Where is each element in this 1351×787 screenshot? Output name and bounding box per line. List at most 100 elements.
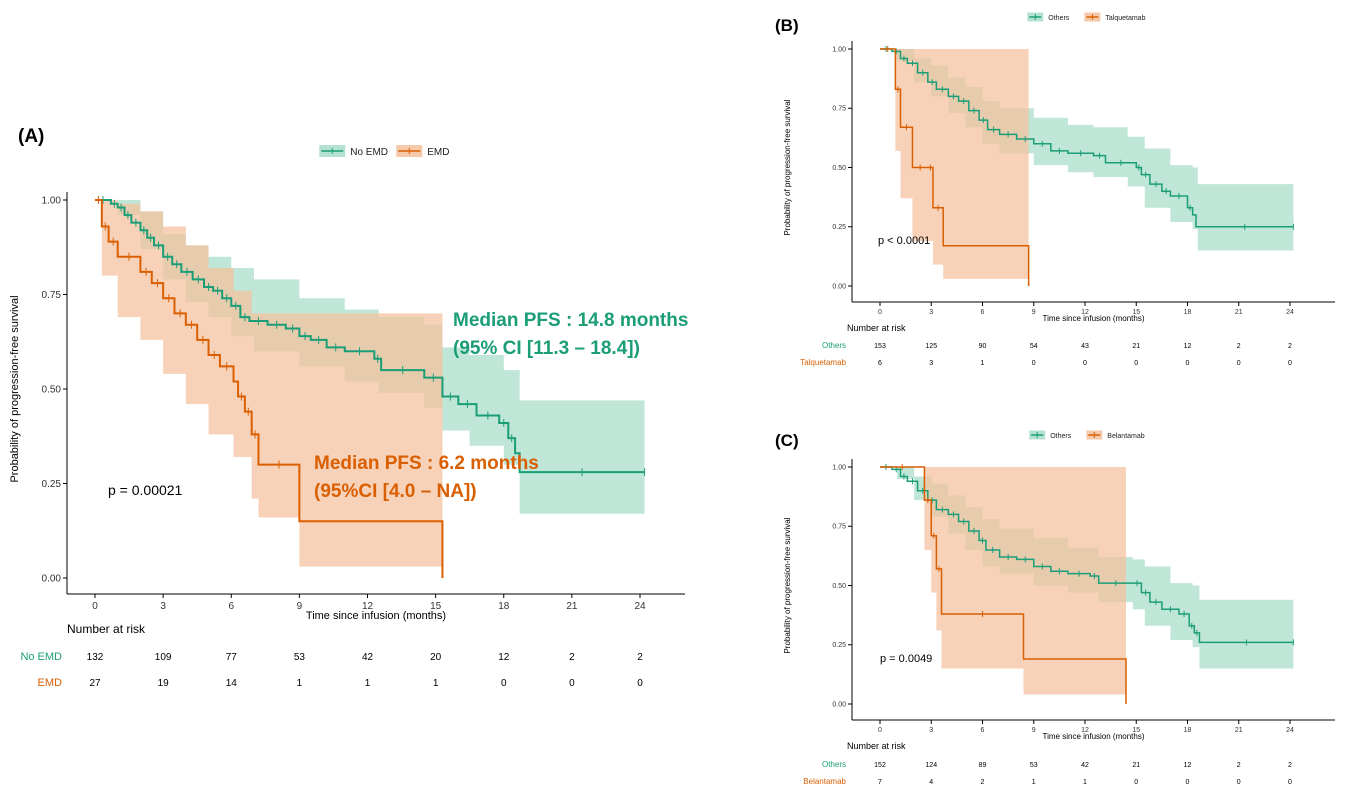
km-curve-belantamab (880, 466, 1127, 704)
risk-table-title: Number at risk (847, 323, 906, 333)
risk-count: 0 (1083, 360, 1087, 367)
km-curve-emd (95, 199, 444, 578)
risk-count: 153 (874, 343, 886, 350)
x-axis-label: Time since infusion (months) (1043, 732, 1145, 741)
risk-row-label: No EMD (20, 651, 62, 663)
y-tick-label: 0.00 (832, 283, 846, 290)
risk-count: 0 (1032, 360, 1036, 367)
risk-count: 2 (1237, 343, 1241, 350)
risk-count: 19 (158, 678, 170, 689)
ci-band-belantamab (880, 467, 1126, 695)
risk-count: 125 (925, 343, 937, 350)
y-tick-label: 0.25 (42, 479, 62, 490)
risk-count: 0 (1288, 360, 1292, 367)
y-tick-label: 0.00 (42, 574, 62, 585)
x-tick-label: 9 (1032, 727, 1036, 734)
risk-count: 53 (1030, 762, 1038, 769)
risk-count: 12 (498, 652, 510, 663)
x-tick-label: 0 (92, 601, 98, 612)
x-tick-label: 3 (929, 727, 933, 734)
x-tick-label: 15 (430, 601, 442, 612)
km-curve-no-emd (95, 199, 645, 474)
median-annotation: Median PFS : 6.2 months (314, 453, 539, 474)
risk-count: 12 (1184, 762, 1192, 769)
y-tick-label: 0.75 (832, 524, 846, 531)
x-tick-label: 21 (1235, 309, 1243, 316)
x-tick-label: 24 (1286, 309, 1294, 316)
risk-count: 0 (1237, 779, 1241, 786)
risk-count: 124 (925, 762, 937, 769)
x-tick-label: 24 (1286, 727, 1294, 734)
risk-row-label: Talquetamab (800, 358, 846, 367)
y-axis-label: Probability of progression-free survival (783, 517, 792, 653)
panel-c: (C) 0.000.250.500.751.000 3 6 9 12 15 18 21 24Ti… (775, 430, 1335, 786)
x-tick-label: 12 (362, 601, 374, 612)
risk-count: 2 (1288, 762, 1292, 769)
risk-count: 0 (1186, 360, 1190, 367)
risk-count: 0 (1134, 360, 1138, 367)
risk-count: 0 (1134, 779, 1138, 786)
risk-count: 1 (433, 678, 439, 689)
risk-count: 42 (362, 652, 374, 663)
risk-count: 53 (294, 652, 306, 663)
panel-b: (B) 0.000.250.500.751.000 3 6 9 12 15 18 21 24Ti… (775, 12, 1335, 367)
risk-count: 4 (929, 779, 933, 786)
panel-a-label: (A) (18, 126, 44, 147)
x-tick-label: 12 (1081, 727, 1089, 734)
y-tick-label: 1.00 (832, 46, 846, 53)
x-tick-label: 18 (1184, 309, 1192, 316)
y-tick-label: 1.00 (832, 464, 846, 471)
risk-count: 132 (87, 652, 104, 663)
risk-count: 2 (637, 652, 643, 663)
risk-count: 20 (430, 652, 442, 663)
x-tick-label: 12 (1081, 309, 1089, 316)
risk-count: 90 (979, 343, 987, 350)
x-tick-label: 3 (929, 309, 933, 316)
y-tick-label: 0.00 (832, 701, 846, 708)
ci-band-emd (95, 200, 443, 567)
x-tick-label: 24 (634, 601, 646, 612)
ci-band-others (880, 49, 1294, 251)
risk-count: 89 (979, 762, 987, 769)
y-tick-label: 0.25 (832, 224, 846, 231)
y-tick-label: 0.25 (832, 642, 846, 649)
risk-count: 0 (569, 678, 575, 689)
risk-count: 27 (89, 678, 101, 689)
legend-label-belantamab: Belantamab (1107, 433, 1144, 440)
risk-count: 109 (155, 652, 172, 663)
panel-c-label: (C) (775, 431, 799, 450)
risk-count: 12 (1184, 343, 1192, 350)
x-tick-label: 6 (228, 601, 234, 612)
risk-count: 0 (1186, 779, 1190, 786)
p-value: p = 0.0049 (880, 653, 932, 665)
x-tick-label: 0 (878, 309, 882, 316)
risk-count: 2 (1237, 762, 1241, 769)
risk-row-label: Belantamab (803, 777, 846, 786)
legend-label-others: Others (1050, 433, 1072, 440)
y-tick-label: 0.75 (42, 290, 62, 301)
legend-label-talquetamab: Talquetamab (1105, 15, 1145, 22)
risk-count: 42 (1081, 762, 1089, 769)
risk-count: 1 (365, 678, 371, 689)
risk-count: 77 (226, 652, 238, 663)
ci-band-talquetamab (880, 49, 1029, 279)
risk-count: 7 (878, 779, 882, 786)
y-tick-label: 1.00 (42, 196, 62, 207)
x-tick-label: 18 (1184, 727, 1192, 734)
y-tick-label: 0.50 (832, 583, 846, 590)
risk-count: 43 (1081, 343, 1089, 350)
y-tick-label: 0.50 (42, 385, 62, 396)
risk-count: 6 (878, 360, 882, 367)
panel-b-label: (B) (775, 16, 799, 35)
risk-row-label: Others (822, 760, 846, 769)
risk-count: 54 (1030, 343, 1038, 350)
x-tick-label: 9 (297, 601, 303, 612)
y-axis-label: Probability of progression-free survival (783, 99, 792, 235)
x-tick-label: 18 (498, 601, 510, 612)
x-tick-label: 6 (981, 309, 985, 316)
risk-count: 3 (929, 360, 933, 367)
risk-count: 0 (1288, 779, 1292, 786)
legend-label-no-emd: No EMD (350, 147, 388, 158)
y-axis-label: Probability of progression-free survival (9, 295, 21, 482)
median-annotation: (95%CI [4.0 – NA]) (314, 481, 477, 502)
